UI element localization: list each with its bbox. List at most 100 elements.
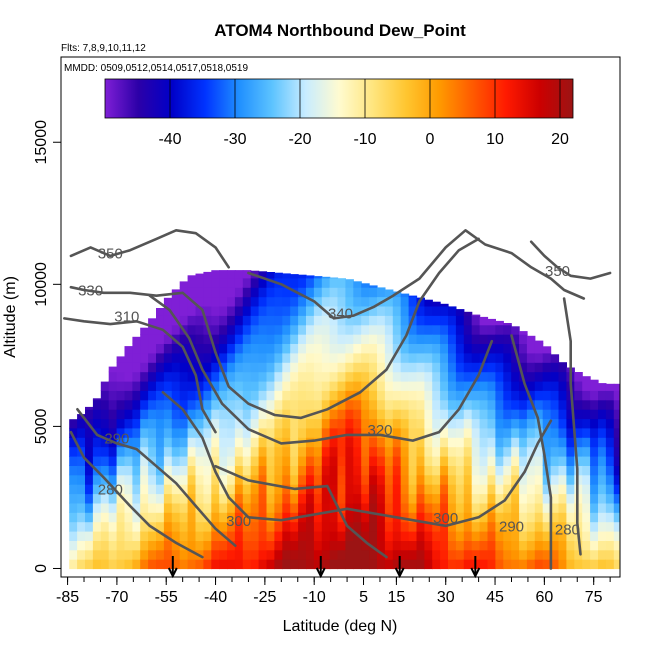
heat-cell [558, 371, 567, 382]
heat-cell [116, 437, 126, 448]
contour-label: 300 [226, 513, 251, 530]
heat-cell [234, 540, 244, 551]
heat-cell [116, 371, 126, 382]
heat-cell [242, 493, 252, 504]
heat-cell [400, 531, 410, 541]
heat-cell [400, 437, 410, 448]
heat-cell [400, 352, 410, 363]
heat-cell [598, 474, 607, 485]
heat-cell [92, 446, 102, 457]
heat-cell [148, 380, 157, 391]
heat-cell [369, 549, 378, 560]
heat-cell [566, 465, 575, 476]
heat-cell [463, 409, 473, 420]
heat-cell [77, 531, 86, 541]
heat-cell [171, 296, 181, 307]
heat-cell [542, 371, 552, 382]
heat-cell [424, 456, 433, 466]
heat-cell [495, 446, 504, 457]
heat-cell [195, 521, 204, 532]
heat-cell [542, 512, 552, 523]
heat-cell [195, 409, 204, 420]
heat-cell [519, 380, 528, 391]
heat-cell [384, 521, 394, 532]
heat-cell [179, 380, 189, 391]
heat-cell [495, 320, 504, 326]
heat-cell [613, 549, 620, 560]
heat-cell [219, 315, 228, 326]
heat-cell [290, 493, 299, 504]
heat-cell [345, 352, 354, 363]
heat-cell [203, 334, 212, 344]
heat-cell [337, 362, 346, 373]
heat-cell [85, 502, 94, 513]
heat-cell [345, 446, 354, 457]
heat-cell [313, 362, 323, 373]
heat-cell [298, 474, 307, 485]
heat-cell [234, 474, 244, 485]
heat-cell [479, 493, 489, 504]
heat-cell [234, 371, 244, 382]
heat-cell [432, 371, 441, 382]
heat-cell [369, 285, 378, 288]
heat-cell [448, 324, 457, 335]
heat-cell [487, 318, 496, 326]
heat-cell [613, 493, 620, 504]
heat-cell [108, 493, 118, 504]
heat-cell [519, 521, 528, 532]
heat-cell [250, 334, 260, 344]
x-tick-label: -25 [253, 589, 276, 606]
heat-cell [455, 531, 465, 541]
heat-cell [369, 559, 378, 570]
heat-cell [282, 418, 291, 429]
heat-cell [306, 334, 315, 344]
heat-cell [590, 437, 599, 448]
heat-cell [361, 343, 370, 354]
heat-cell [448, 315, 457, 326]
heat-cell [203, 465, 212, 476]
heat-cell [519, 331, 528, 335]
heat-cell [408, 521, 418, 532]
heat-cell [234, 456, 244, 466]
heat-cell [440, 512, 449, 523]
heat-cell [361, 283, 370, 288]
heat-cell [526, 390, 536, 401]
heat-cell [566, 427, 575, 438]
heat-cell [471, 334, 481, 344]
heat-cell [479, 502, 489, 513]
heat-cell [274, 272, 283, 279]
heat-cell [345, 343, 354, 354]
heat-cell [408, 502, 418, 513]
heat-cell [108, 531, 118, 541]
heat-cell [282, 371, 291, 382]
heat-cell [613, 446, 620, 457]
heat-cell [487, 540, 496, 551]
heat-cell [77, 474, 86, 485]
heat-cell [179, 390, 189, 401]
heat-cell [605, 531, 615, 541]
heat-cell [203, 277, 212, 288]
heat-cell [274, 427, 283, 438]
heat-cell [163, 380, 173, 391]
heat-cell [290, 540, 299, 551]
heat-cell [195, 343, 204, 354]
heat-cell [463, 352, 473, 363]
heat-cell [69, 456, 78, 466]
heat-cell [416, 456, 425, 466]
heat-cell [432, 390, 441, 401]
heat-cell [463, 315, 473, 326]
heat-cell [345, 371, 354, 382]
heat-cell [148, 390, 157, 401]
heat-cell [171, 427, 181, 438]
heat-cell [234, 512, 244, 523]
heat-cell [108, 371, 118, 382]
heat-cell [77, 512, 86, 523]
heat-cell [479, 343, 489, 354]
heat-cell [337, 521, 346, 532]
heat-cell [377, 502, 386, 513]
heat-cell [479, 540, 489, 551]
heat-cell [511, 371, 520, 382]
heat-cell [416, 549, 425, 560]
heat-cell [345, 531, 354, 541]
